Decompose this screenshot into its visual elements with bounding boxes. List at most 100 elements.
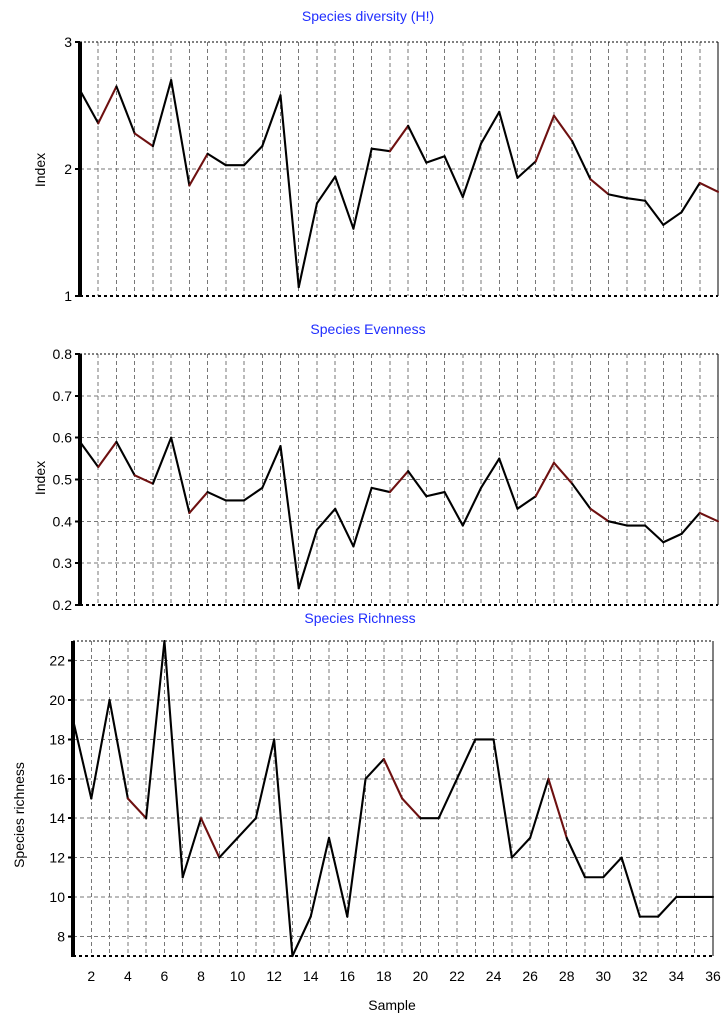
- species-richness-line-segment: [602, 856, 623, 879]
- species-richness-data-point: [674, 895, 678, 899]
- species-richness-x-tick-label: 2: [87, 968, 95, 984]
- species-evenness-y-tick-label: 0.6: [53, 430, 73, 446]
- species-diversity-line-segment: [297, 202, 319, 289]
- species-diversity-data-point: [479, 142, 483, 146]
- species-evenness-data-point: [333, 507, 337, 511]
- species-diversity-data-point: [279, 93, 283, 97]
- species-diversity-data-point: [333, 175, 337, 179]
- species-diversity-line-segment: [644, 199, 665, 226]
- species-evenness-data-point: [351, 544, 355, 548]
- species-richness-data-point: [126, 797, 130, 801]
- species-richness-x-tick-label: 32: [632, 968, 648, 984]
- species-evenness-line-segment: [498, 457, 519, 510]
- species-richness-line-segment: [401, 797, 422, 820]
- species-diversity-data-point: [206, 152, 210, 156]
- species-diversity-data-point: [680, 210, 684, 214]
- species-evenness-line-segment: [352, 486, 373, 548]
- species-diversity-line-segment: [662, 211, 683, 226]
- species-richness-line-segment: [565, 836, 587, 879]
- species-evenness-data-point: [607, 519, 611, 523]
- species-evenness-y-tick-label: 0.3: [53, 555, 73, 571]
- species-evenness-line-segment: [698, 511, 720, 523]
- species-evenness-data-point: [114, 440, 118, 444]
- species-evenness-line-segment: [461, 486, 483, 527]
- species-richness-x-tick-label: 4: [124, 968, 132, 984]
- species-evenness-line-segment: [243, 486, 264, 502]
- species-diversity-data-point: [169, 78, 173, 82]
- species-richness-line-segment: [327, 836, 349, 918]
- species-diversity-line-segment: [352, 147, 373, 230]
- species-richness-y-tick-label: 20: [49, 692, 65, 708]
- species-evenness-data-point: [479, 486, 483, 490]
- species-diversity-data-point: [588, 177, 592, 181]
- species-diversity-data-point: [151, 144, 155, 148]
- species-evenness-line-segment: [607, 520, 628, 527]
- species-richness-x-tick-label: 36: [705, 968, 721, 984]
- species-diversity-line-segment: [625, 197, 647, 202]
- species-evenness-data-point: [661, 540, 665, 544]
- species-evenness-data-point: [552, 461, 556, 465]
- species-evenness-line-segment: [680, 511, 701, 535]
- species-evenness-line-segment: [97, 440, 118, 469]
- species-richness-line-segment: [510, 836, 532, 859]
- species-diversity-line-segment: [479, 110, 501, 145]
- species-diversity-data-point: [534, 159, 538, 163]
- species-richness-y-tick-label: 14: [49, 810, 65, 826]
- species-evenness-line-segment: [388, 470, 410, 494]
- species-diversity-data-point: [96, 121, 100, 125]
- species-evenness-line-segment: [133, 474, 154, 485]
- species-richness-title: Species Richness: [304, 610, 415, 626]
- species-evenness-line-segment: [279, 444, 300, 590]
- species-richness-x-tick-label: 10: [230, 968, 246, 984]
- species-diversity-data-point: [515, 176, 519, 180]
- species-richness-line-segment: [236, 817, 257, 839]
- species-evenness-line-segment: [662, 532, 683, 544]
- species-richness-line-segment: [364, 758, 385, 780]
- species-evenness-y-tick-label: 0.7: [53, 388, 73, 404]
- species-diversity-line-segment: [443, 155, 464, 198]
- species-richness-data-point: [254, 816, 258, 820]
- species-evenness-line-segment: [571, 482, 592, 510]
- species-richness-y-tick-label: 16: [49, 771, 65, 787]
- species-richness-x-tick-label: 16: [339, 968, 355, 984]
- species-richness-data-point: [711, 895, 715, 899]
- species-diversity-line-segment: [334, 175, 355, 230]
- species-diversity-data-point: [78, 88, 82, 92]
- species-diversity-data-point: [570, 139, 574, 143]
- species-evenness-line-segment: [370, 486, 391, 494]
- species-evenness-data-point: [461, 524, 465, 528]
- species-richness-x-tick-label: 8: [197, 968, 205, 984]
- species-evenness-data-point: [534, 494, 538, 498]
- species-diversity-line-segment: [115, 85, 136, 135]
- species-diversity-line-segment: [407, 124, 428, 164]
- species-richness-x-tick-label: 24: [486, 968, 502, 984]
- species-richness-data-point: [382, 757, 386, 761]
- species-diversity-line-segment: [534, 114, 555, 163]
- species-evenness-data-point: [242, 498, 246, 502]
- species-evenness-data-point: [497, 457, 501, 461]
- species-richness-data-point: [693, 895, 697, 899]
- species-richness-data-point: [546, 777, 550, 781]
- species-evenness-data-point: [133, 473, 137, 477]
- species-richness-x-tick-label: 6: [161, 968, 169, 984]
- species-richness-x-tick-label: 18: [376, 968, 392, 984]
- species-richness-y-tick-label: 10: [49, 889, 65, 905]
- species-diversity-data-point: [388, 149, 392, 153]
- species-richness-data-point: [217, 856, 221, 860]
- species-richness-data-point: [601, 875, 605, 879]
- species-richness-line-segment: [547, 777, 568, 839]
- species-evenness-data-point: [625, 524, 629, 528]
- species-richness-line-segment: [254, 738, 276, 820]
- species-evenness-line-segment: [297, 528, 319, 590]
- species-evenness-data-point: [388, 490, 392, 494]
- species-diversity-line-segment: [571, 140, 592, 181]
- species-richness-data-point: [199, 816, 203, 820]
- species-richness-data-point: [620, 856, 624, 860]
- species-evenness-y-tick-label: 0.2: [53, 597, 73, 613]
- species-richness-data-point: [108, 698, 112, 702]
- species-evenness-data-point: [187, 511, 191, 515]
- species-richness-data-point: [162, 639, 166, 643]
- species-diversity-data-point: [625, 196, 629, 200]
